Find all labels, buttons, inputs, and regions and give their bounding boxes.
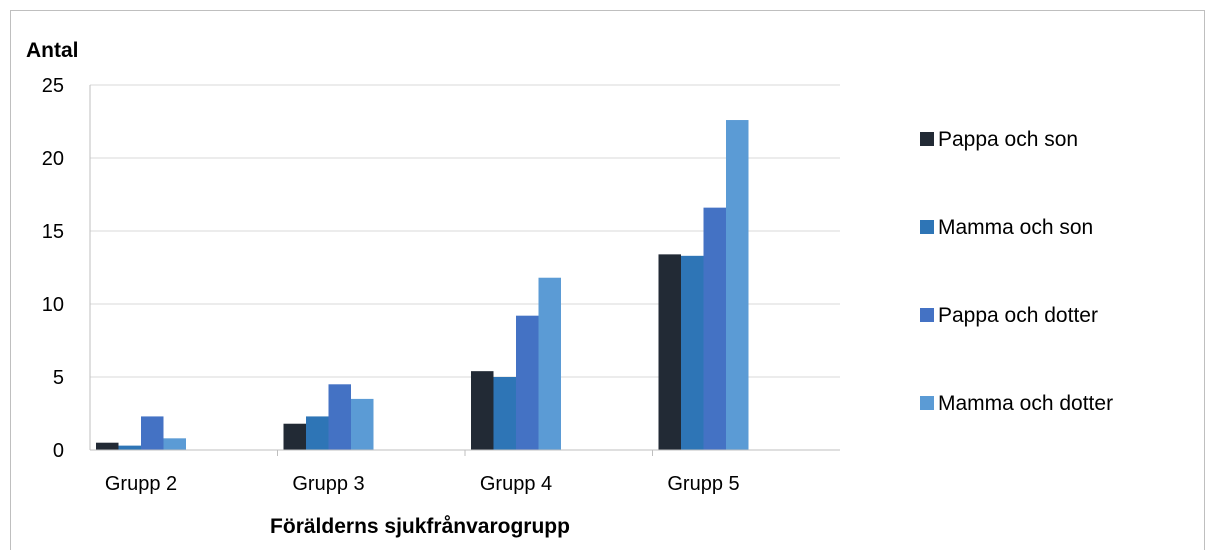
bar bbox=[96, 442, 119, 450]
bar bbox=[306, 416, 329, 450]
bar bbox=[493, 377, 516, 450]
bar bbox=[681, 255, 704, 450]
legend-swatch bbox=[920, 132, 934, 146]
bar bbox=[351, 398, 374, 450]
legend-swatch bbox=[920, 396, 934, 410]
legend-label: Mamma och dotter bbox=[938, 392, 1113, 415]
bar bbox=[328, 384, 351, 450]
legend-label: Pappa och dotter bbox=[938, 304, 1098, 327]
bar bbox=[141, 416, 164, 450]
x-axis-label: Förälderns sjukfrånvarogrupp bbox=[270, 515, 570, 538]
legend-label: Pappa och son bbox=[938, 128, 1078, 151]
bar bbox=[516, 315, 539, 450]
legend-swatch bbox=[920, 308, 934, 322]
axes bbox=[89, 85, 840, 456]
legend: Pappa och son Mamma och son Pappa och dott… bbox=[920, 128, 1113, 415]
y-tick-labels: 0 5 10 15 20 25 bbox=[42, 75, 64, 462]
legend-label: Mamma och son bbox=[938, 216, 1093, 239]
bars bbox=[96, 120, 749, 450]
y-tick-label: 10 bbox=[42, 294, 64, 316]
bar bbox=[471, 371, 494, 450]
x-tick-label: Grupp 4 bbox=[480, 473, 552, 495]
y-tick-label: 5 bbox=[53, 367, 64, 389]
x-tick-label: Grupp 5 bbox=[667, 473, 739, 495]
bar bbox=[538, 277, 561, 450]
y-tick-label: 20 bbox=[42, 148, 64, 170]
bar bbox=[726, 120, 749, 450]
bar bbox=[703, 207, 726, 450]
bar bbox=[118, 445, 141, 450]
x-tick-label: Grupp 3 bbox=[292, 473, 364, 495]
bar bbox=[283, 423, 306, 450]
x-tick-label: Grupp 2 bbox=[105, 473, 177, 495]
bar bbox=[658, 254, 681, 450]
bar bbox=[163, 438, 186, 450]
legend-swatch bbox=[920, 220, 934, 234]
y-tick-label: 0 bbox=[53, 440, 64, 462]
y-tick-label: 25 bbox=[42, 75, 64, 97]
y-axis-label: Antal bbox=[26, 39, 79, 62]
x-tick-labels: Grupp 2 Grupp 3 Grupp 4 Grupp 5 bbox=[105, 473, 740, 495]
chart-frame bbox=[10, 10, 1205, 550]
y-tick-label: 15 bbox=[42, 221, 64, 243]
